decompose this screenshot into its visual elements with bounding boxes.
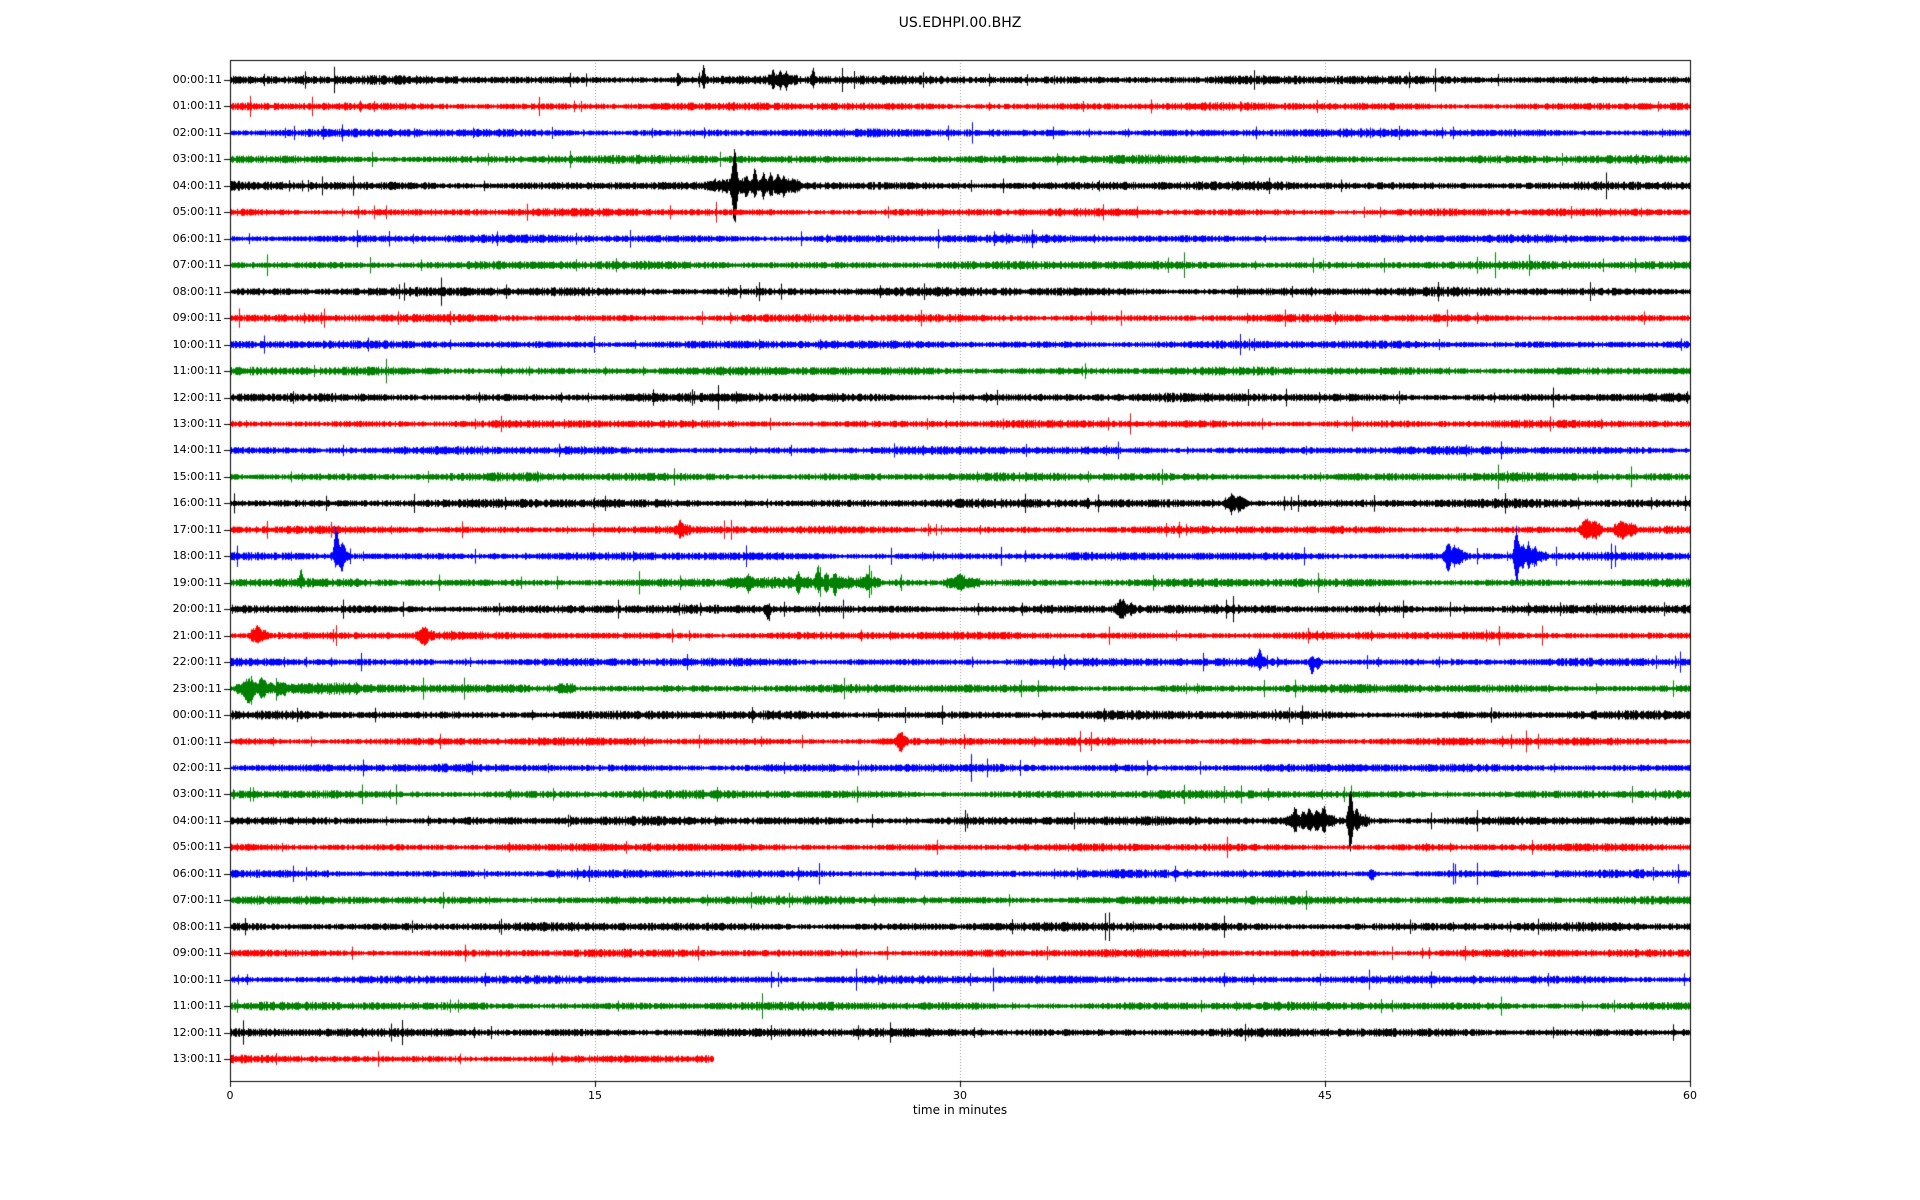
y-axis-label: 15:00:11 xyxy=(172,469,222,483)
y-axis-label: 16:00:11 xyxy=(172,496,222,510)
y-axis-label: 00:00:11 xyxy=(172,73,222,86)
y-axis-label: 23:00:11 xyxy=(172,681,222,695)
y-axis-label: 11:00:11 xyxy=(172,364,222,378)
y-axis-label: 12:00:11 xyxy=(172,390,222,404)
y-axis-label: 07:00:11 xyxy=(172,258,222,272)
y-axis-label: 05:00:11 xyxy=(172,840,222,854)
y-axis-label: 09:00:11 xyxy=(172,946,222,960)
y-axis-label: 03:00:11 xyxy=(172,152,222,166)
y-axis-label: 01:00:11 xyxy=(172,99,222,113)
y-axis-label: 05:00:11 xyxy=(172,205,222,219)
y-axis-label: 13:00:11 xyxy=(172,1052,222,1066)
y-axis-label: 08:00:11 xyxy=(172,919,222,933)
y-axis-label: 09:00:11 xyxy=(172,311,222,325)
x-axis-tick-label: 0 xyxy=(226,1089,234,1102)
x-axis-tick-label: 45 xyxy=(1318,1089,1332,1102)
y-axis-label: 21:00:11 xyxy=(172,628,222,642)
y-axis-label: 12:00:11 xyxy=(172,1025,222,1039)
x-axis-title: time in minutes xyxy=(912,1103,1008,1117)
y-axis-label: 18:00:11 xyxy=(172,549,222,563)
x-axis-tick-label: 30 xyxy=(953,1089,967,1102)
y-axis-label: 02:00:11 xyxy=(172,125,222,139)
y-axis-label: 08:00:11 xyxy=(172,284,222,298)
x-axis-tick-label: 60 xyxy=(1683,1089,1697,1102)
y-axis-label: 04:00:11 xyxy=(172,813,222,827)
y-axis-label: 10:00:11 xyxy=(172,972,222,986)
y-axis-label: 13:00:11 xyxy=(172,416,222,430)
y-axis-label: 03:00:11 xyxy=(172,787,222,801)
y-axis-label: 22:00:11 xyxy=(172,655,222,669)
y-axis-label: 00:00:11 xyxy=(172,708,222,722)
y-axis-label: 06:00:11 xyxy=(172,231,222,245)
y-axis-label: 10:00:11 xyxy=(172,337,222,351)
y-axis-label: 01:00:11 xyxy=(172,734,222,748)
chart-title: US.EDHPI.00.BHZ xyxy=(898,15,1022,31)
y-axis-label: 19:00:11 xyxy=(172,575,222,589)
x-axis-tick-label: 15 xyxy=(588,1089,602,1102)
y-axis-label: 07:00:11 xyxy=(172,893,222,907)
y-axis-label: 11:00:11 xyxy=(172,999,222,1013)
y-axis-label: 17:00:11 xyxy=(172,522,222,536)
y-axis-label: 06:00:11 xyxy=(172,866,222,880)
y-axis-label: 04:00:11 xyxy=(172,178,222,192)
y-axis-label: 02:00:11 xyxy=(172,760,222,774)
y-axis-label: 14:00:11 xyxy=(172,443,222,457)
y-axis-label: 20:00:11 xyxy=(172,602,222,616)
